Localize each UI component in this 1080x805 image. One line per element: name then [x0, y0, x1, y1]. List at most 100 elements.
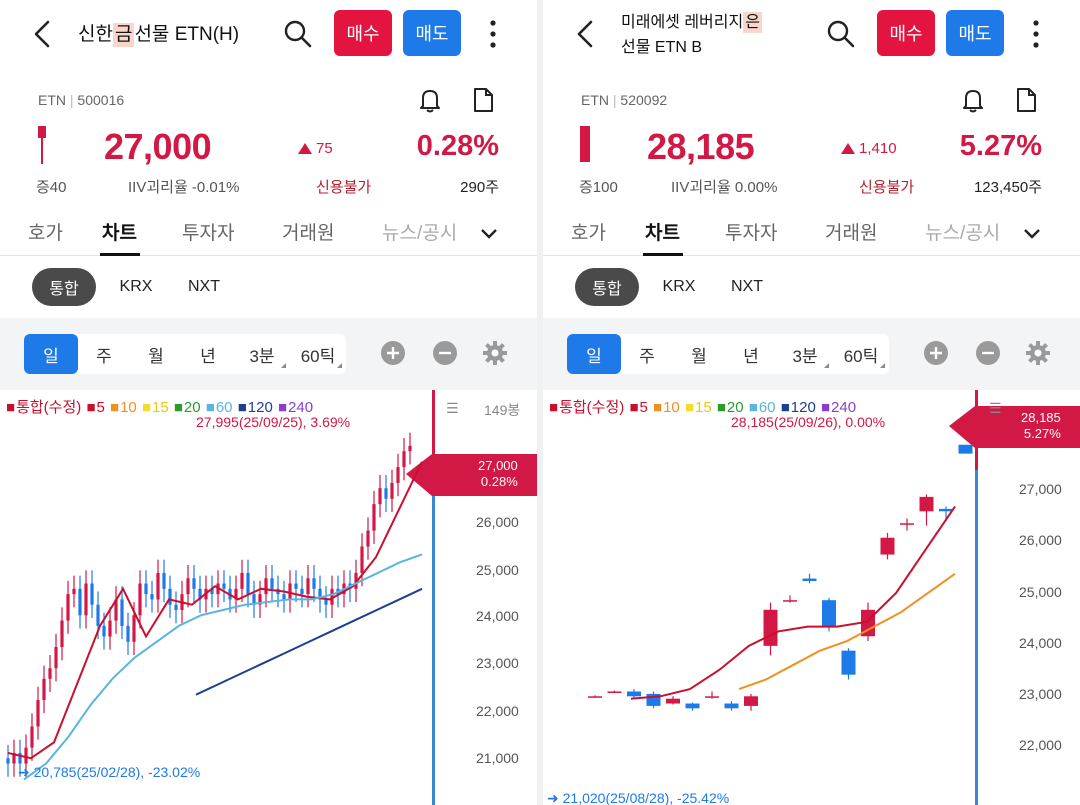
current-price-marker: [949, 406, 1080, 448]
chevron-down-icon[interactable]: [1021, 222, 1043, 244]
period-3min[interactable]: 3분: [777, 334, 833, 374]
chart-menu-icon[interactable]: ☰: [446, 400, 459, 416]
price-chart[interactable]: [0, 390, 537, 805]
candle-body: [198, 588, 202, 600]
period-week[interactable]: 주: [96, 346, 112, 366]
tab-chart[interactable]: 차트: [645, 223, 680, 244]
market-nxt[interactable]: NXT: [731, 278, 763, 295]
tab-news[interactable]: 뉴스/공시: [925, 223, 1001, 244]
tab-chart[interactable]: 차트: [102, 223, 137, 244]
period-60tick[interactable]: 60틱: [290, 334, 346, 374]
period-year[interactable]: 년: [743, 346, 759, 366]
volume: 290주: [460, 179, 499, 196]
candle-body: [66, 594, 70, 621]
current-price-marker: [406, 454, 537, 496]
candle-body: [880, 537, 895, 555]
settings-gear-icon[interactable]: [1025, 340, 1051, 366]
candle-body: [588, 696, 602, 698]
bell-icon[interactable]: [416, 86, 444, 114]
candle-body: [318, 588, 322, 600]
document-icon[interactable]: [470, 86, 496, 114]
candle-body: [366, 530, 370, 547]
tab-broker[interactable]: 거래원: [282, 223, 335, 244]
price-change: 1,410: [841, 140, 897, 157]
tab-orderbook[interactable]: 호가: [571, 223, 606, 244]
candle-body: [252, 594, 256, 605]
settings-gear-icon[interactable]: [482, 340, 508, 366]
chart-legend: ■통합(수정) ■5 ■10 ■15 ■20 ■60 ■120 ■240: [6, 399, 314, 416]
change-percent: 0.28%: [416, 130, 499, 162]
document-icon[interactable]: [1013, 86, 1039, 114]
candle-body: [390, 482, 394, 499]
title-text: 선물 ETN(H): [134, 24, 240, 45]
buy-button[interactable]: 매수: [334, 10, 392, 56]
market-integrated[interactable]: 통합: [32, 268, 96, 306]
price-axis-line: [975, 390, 978, 805]
candle-body: [402, 451, 406, 468]
market-integrated[interactable]: 통합: [575, 268, 639, 306]
y-tick: 22,000: [476, 703, 519, 719]
market-krx[interactable]: KRX: [119, 278, 153, 295]
back-arrow-icon[interactable]: [573, 18, 597, 50]
title-highlight: 금: [112, 23, 135, 47]
candle-body: [360, 546, 364, 573]
candle-body: [60, 620, 64, 648]
more-menu-icon[interactable]: [1025, 16, 1047, 52]
tab-investor[interactable]: 투자자: [182, 223, 235, 244]
zoom-out-icon[interactable]: [975, 340, 1001, 366]
period-3min[interactable]: 3분: [234, 334, 290, 374]
period-day[interactable]: 일: [24, 334, 78, 374]
credit-status: 신용불가: [316, 179, 372, 196]
bell-icon[interactable]: [959, 86, 987, 114]
market-krx[interactable]: KRX: [662, 278, 696, 295]
period-month[interactable]: 월: [148, 346, 164, 366]
more-menu-icon[interactable]: [482, 16, 504, 52]
ma-line-5: [7, 461, 423, 760]
candle-body: [18, 752, 22, 764]
candle-body: [919, 496, 934, 512]
price-chart[interactable]: [543, 390, 1080, 805]
stock-code: ETN | 500016: [38, 92, 125, 108]
sell-button[interactable]: 매도: [946, 10, 1004, 56]
market-nxt[interactable]: NXT: [188, 278, 220, 295]
chart-menu-icon[interactable]: ☰: [989, 400, 1002, 416]
chevron-down-icon[interactable]: [478, 222, 500, 244]
candle-body: [24, 747, 28, 764]
header: 미래에셋 레버리지 은 선물 ETN B 매수 매도: [543, 0, 1080, 70]
candle-body: [186, 578, 190, 595]
search-icon[interactable]: [825, 18, 857, 50]
period-60tick[interactable]: 60틱: [833, 334, 889, 374]
candle-body: [78, 588, 82, 616]
candle-body: [324, 599, 328, 605]
period-year[interactable]: 년: [200, 346, 216, 366]
candle-body: [108, 620, 112, 637]
period-week[interactable]: 주: [639, 346, 655, 366]
tab-news[interactable]: 뉴스/공시: [382, 223, 458, 244]
period-month[interactable]: 월: [691, 346, 707, 366]
candle-body: [705, 696, 719, 698]
zoom-in-icon[interactable]: [380, 340, 406, 366]
candle-body: [384, 488, 388, 499]
buy-button[interactable]: 매수: [877, 10, 935, 56]
candle-body: [312, 578, 316, 589]
tab-investor[interactable]: 투자자: [725, 223, 778, 244]
candle-body: [42, 678, 46, 700]
candle-body: [72, 588, 76, 595]
back-arrow-icon[interactable]: [30, 18, 54, 50]
period-day[interactable]: 일: [567, 334, 621, 374]
tab-orderbook[interactable]: 호가: [28, 223, 63, 244]
zoom-out-icon[interactable]: [432, 340, 458, 366]
candle-body: [396, 467, 400, 483]
candle-body: [300, 588, 304, 595]
chart-legend: ■통합(수정) ■5 ■10 ■15 ■20 ■60 ■120 ■240: [549, 399, 857, 416]
sell-button[interactable]: 매도: [403, 10, 461, 56]
tab-broker[interactable]: 거래원: [825, 223, 878, 244]
candle-body: [30, 726, 34, 748]
zoom-in-icon[interactable]: [923, 340, 949, 366]
search-icon[interactable]: [282, 18, 314, 50]
current-price-tag: 27,000 0.28%: [478, 458, 518, 489]
iiv-rate: IIV괴리율 -0.01%: [128, 179, 240, 196]
candle-body: [258, 594, 262, 605]
high-note: 28,185(25/09/26), 0.00%: [731, 414, 886, 430]
candle-body: [48, 668, 52, 679]
